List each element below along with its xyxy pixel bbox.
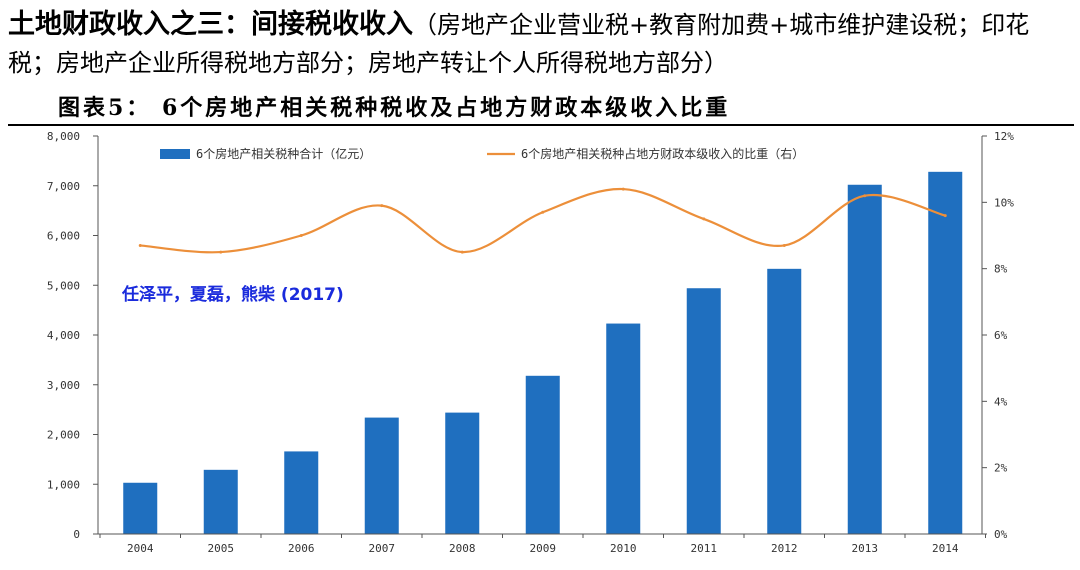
x-tick-label: 2004 — [127, 542, 154, 555]
right-tick-label: 4% — [994, 395, 1008, 408]
line-point — [138, 243, 142, 247]
left-tick-label: 3,000 — [47, 379, 80, 392]
x-tick-label: 2005 — [208, 542, 235, 555]
right-tick-label: 8% — [994, 263, 1008, 276]
line-point — [460, 250, 464, 254]
bar — [847, 184, 882, 534]
x-tick-label: 2006 — [288, 542, 315, 555]
legend-line-label: 6个房地产相关税种占地方财政本级收入的比重（右） — [521, 146, 804, 161]
left-tick-label: 5,000 — [47, 279, 80, 292]
bar — [445, 412, 480, 534]
x-tick-label: 2009 — [530, 542, 557, 555]
x-tick-label: 2014 — [932, 542, 959, 555]
right-tick-label: 12% — [994, 130, 1014, 143]
bar — [767, 268, 802, 534]
page-heading: 土地财政收入之三：间接税收收入（房地产企业营业税+教育附加费+城市维护建设税；印… — [8, 6, 1074, 82]
chart-axes: 0 1,000 2,000 3,000 4,000 5,000 6,000 7,000 8,00… — [47, 130, 1014, 555]
heading-detail: 房地产企业营业税+教育附加费+城市维护建设税；印花税；房地产企业所得税地方部分；… — [8, 11, 1030, 77]
line-point — [943, 214, 947, 218]
line-series — [138, 187, 947, 254]
line-point — [299, 234, 303, 237]
x-tick-label: 2013 — [852, 542, 879, 555]
line-point — [702, 217, 706, 221]
heading-paren-open: （ — [413, 11, 437, 39]
right-tick-label: 0% — [994, 528, 1008, 541]
x-tick-label: 2007 — [369, 542, 396, 555]
chart: 6个房地产相关税种合计（亿元） 6个房地产相关税种占地方财政本级收入的比重（右） … — [47, 130, 1014, 555]
x-tick-label: 2008 — [449, 542, 476, 555]
bar — [928, 171, 963, 534]
heading-main: 土地财政收入之三：间接税收收入 — [8, 9, 413, 40]
title-rule — [8, 124, 1074, 126]
left-tick-label: 8,000 — [47, 130, 80, 143]
bar — [525, 375, 560, 534]
left-tick-label: 2,000 — [47, 429, 80, 442]
bar — [364, 417, 399, 534]
x-tick-label: 2011 — [691, 542, 718, 555]
left-tick-label: 0 — [73, 528, 80, 541]
left-tick-label: 6,000 — [47, 230, 80, 243]
heading-paren-close: ） — [704, 49, 728, 77]
bar — [606, 323, 641, 534]
bar — [686, 288, 721, 534]
bar — [284, 451, 319, 534]
line-point — [541, 210, 545, 214]
left-tick-label: 7,000 — [47, 180, 80, 193]
citation: 任泽平，夏磊，熊柴 (2017) — [122, 285, 344, 305]
line-point — [863, 194, 867, 198]
x-tick-label: 2012 — [771, 542, 798, 555]
bar — [203, 469, 238, 534]
line-point — [621, 187, 625, 191]
legend-bar-label: 6个房地产相关税种合计（亿元） — [196, 146, 371, 161]
legend-bar-swatch — [160, 149, 190, 159]
left-tick-label: 4,000 — [47, 329, 80, 342]
line-point — [219, 250, 223, 254]
line-series-path — [140, 187, 946, 254]
chart-legend: 6个房地产相关税种合计（亿元） 6个房地产相关税种占地方财政本级收入的比重（右） — [160, 146, 804, 161]
x-tick-label: 2010 — [610, 542, 637, 555]
bar — [123, 482, 158, 534]
figure-title: 图表5： 6个房地产相关税种税收及占地方财政本级收入比重 — [58, 95, 731, 121]
bar-series — [123, 171, 963, 534]
line-point — [782, 243, 786, 247]
left-tick-label: 1,000 — [47, 478, 80, 491]
line-point — [380, 204, 384, 208]
right-tick-label: 2% — [994, 462, 1008, 475]
right-tick-label: 10% — [994, 196, 1014, 209]
right-tick-label: 6% — [994, 329, 1008, 342]
